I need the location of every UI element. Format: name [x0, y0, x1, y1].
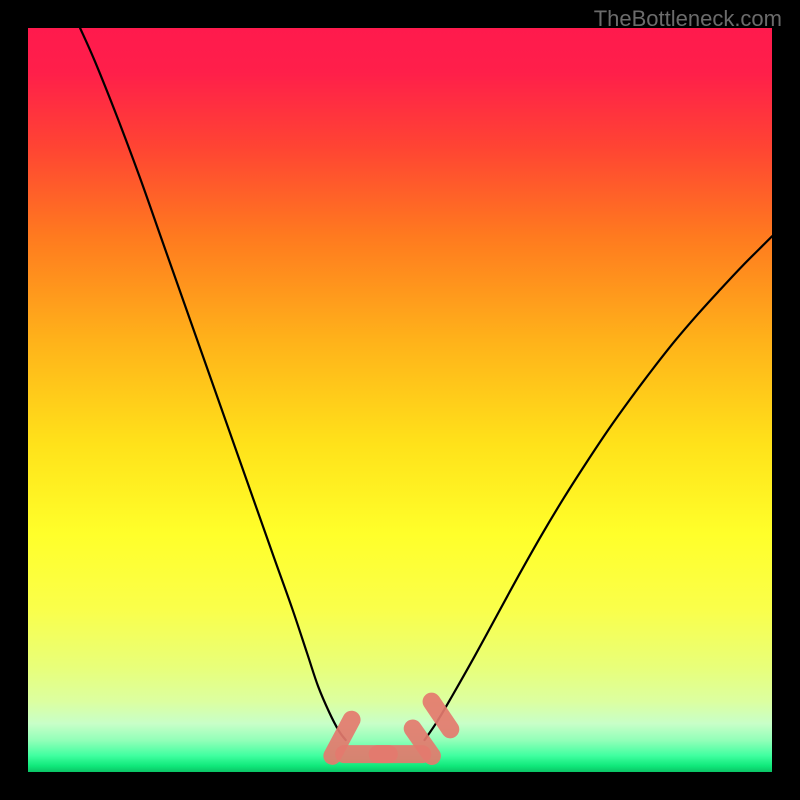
left-curve-line — [80, 28, 346, 740]
trough-markers — [320, 689, 463, 768]
plot-area — [28, 28, 772, 772]
right-curve-line — [425, 236, 772, 740]
watermark-text: TheBottleneck.com — [594, 6, 782, 32]
bottleneck-chart — [28, 28, 772, 772]
